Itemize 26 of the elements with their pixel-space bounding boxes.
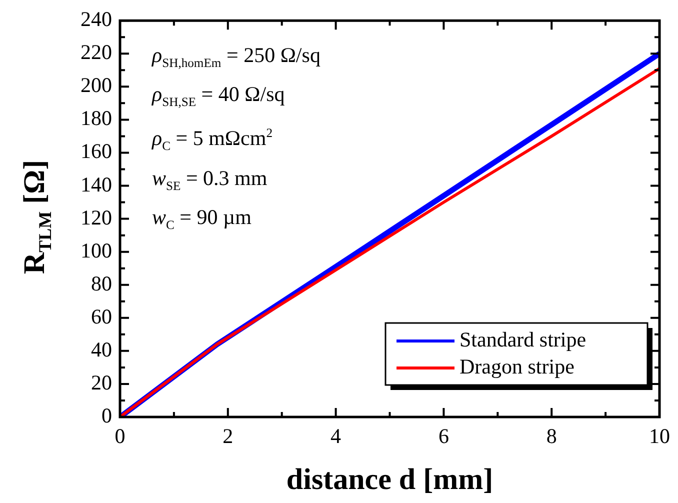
y-tick-label: 220 (80, 40, 112, 64)
y-tick-label: 180 (80, 106, 112, 130)
y-tick-label: 100 (80, 238, 112, 262)
x-tick-label: 2 (222, 424, 234, 448)
annotation: w$_{SE}$ = 0.3 mm (152, 164, 268, 195)
x-tick-label: 10 (649, 424, 670, 448)
legend-label: Standard stripe (460, 328, 586, 352)
y-tick-label: 240 (80, 7, 112, 32)
y-tick-label: 120 (80, 205, 112, 230)
annotation: ρ$_{SH,homEm}$ = 250 Ω/sq (152, 42, 320, 72)
x-tick-label: 8 (546, 424, 557, 448)
annotation: ρ$_{SH,SE}$ = 40 Ω/sq (152, 81, 286, 112)
annotation: ρ$_{C}$ = 5 mΩcm$^{2}$ (152, 125, 274, 156)
x-tick-label: 4 (330, 424, 342, 448)
y-tick-label: 0 (102, 404, 112, 428)
y-tick-label: 40 (91, 337, 112, 362)
x-tick-label: 6 (438, 424, 449, 448)
y-tick-label: 60 (91, 304, 112, 328)
x-axis-title: distance d [mm] (286, 462, 494, 496)
annotation: w$_{C}$ = 90 µm (152, 204, 252, 234)
y-tick-label: 140 (80, 172, 112, 196)
y-tick-label: 200 (80, 73, 112, 98)
legend-label: Dragon stripe (460, 354, 574, 379)
y-tick-label: 160 (80, 139, 112, 164)
y-tick-label: 20 (91, 370, 112, 394)
y-tick-label: 80 (91, 271, 112, 296)
